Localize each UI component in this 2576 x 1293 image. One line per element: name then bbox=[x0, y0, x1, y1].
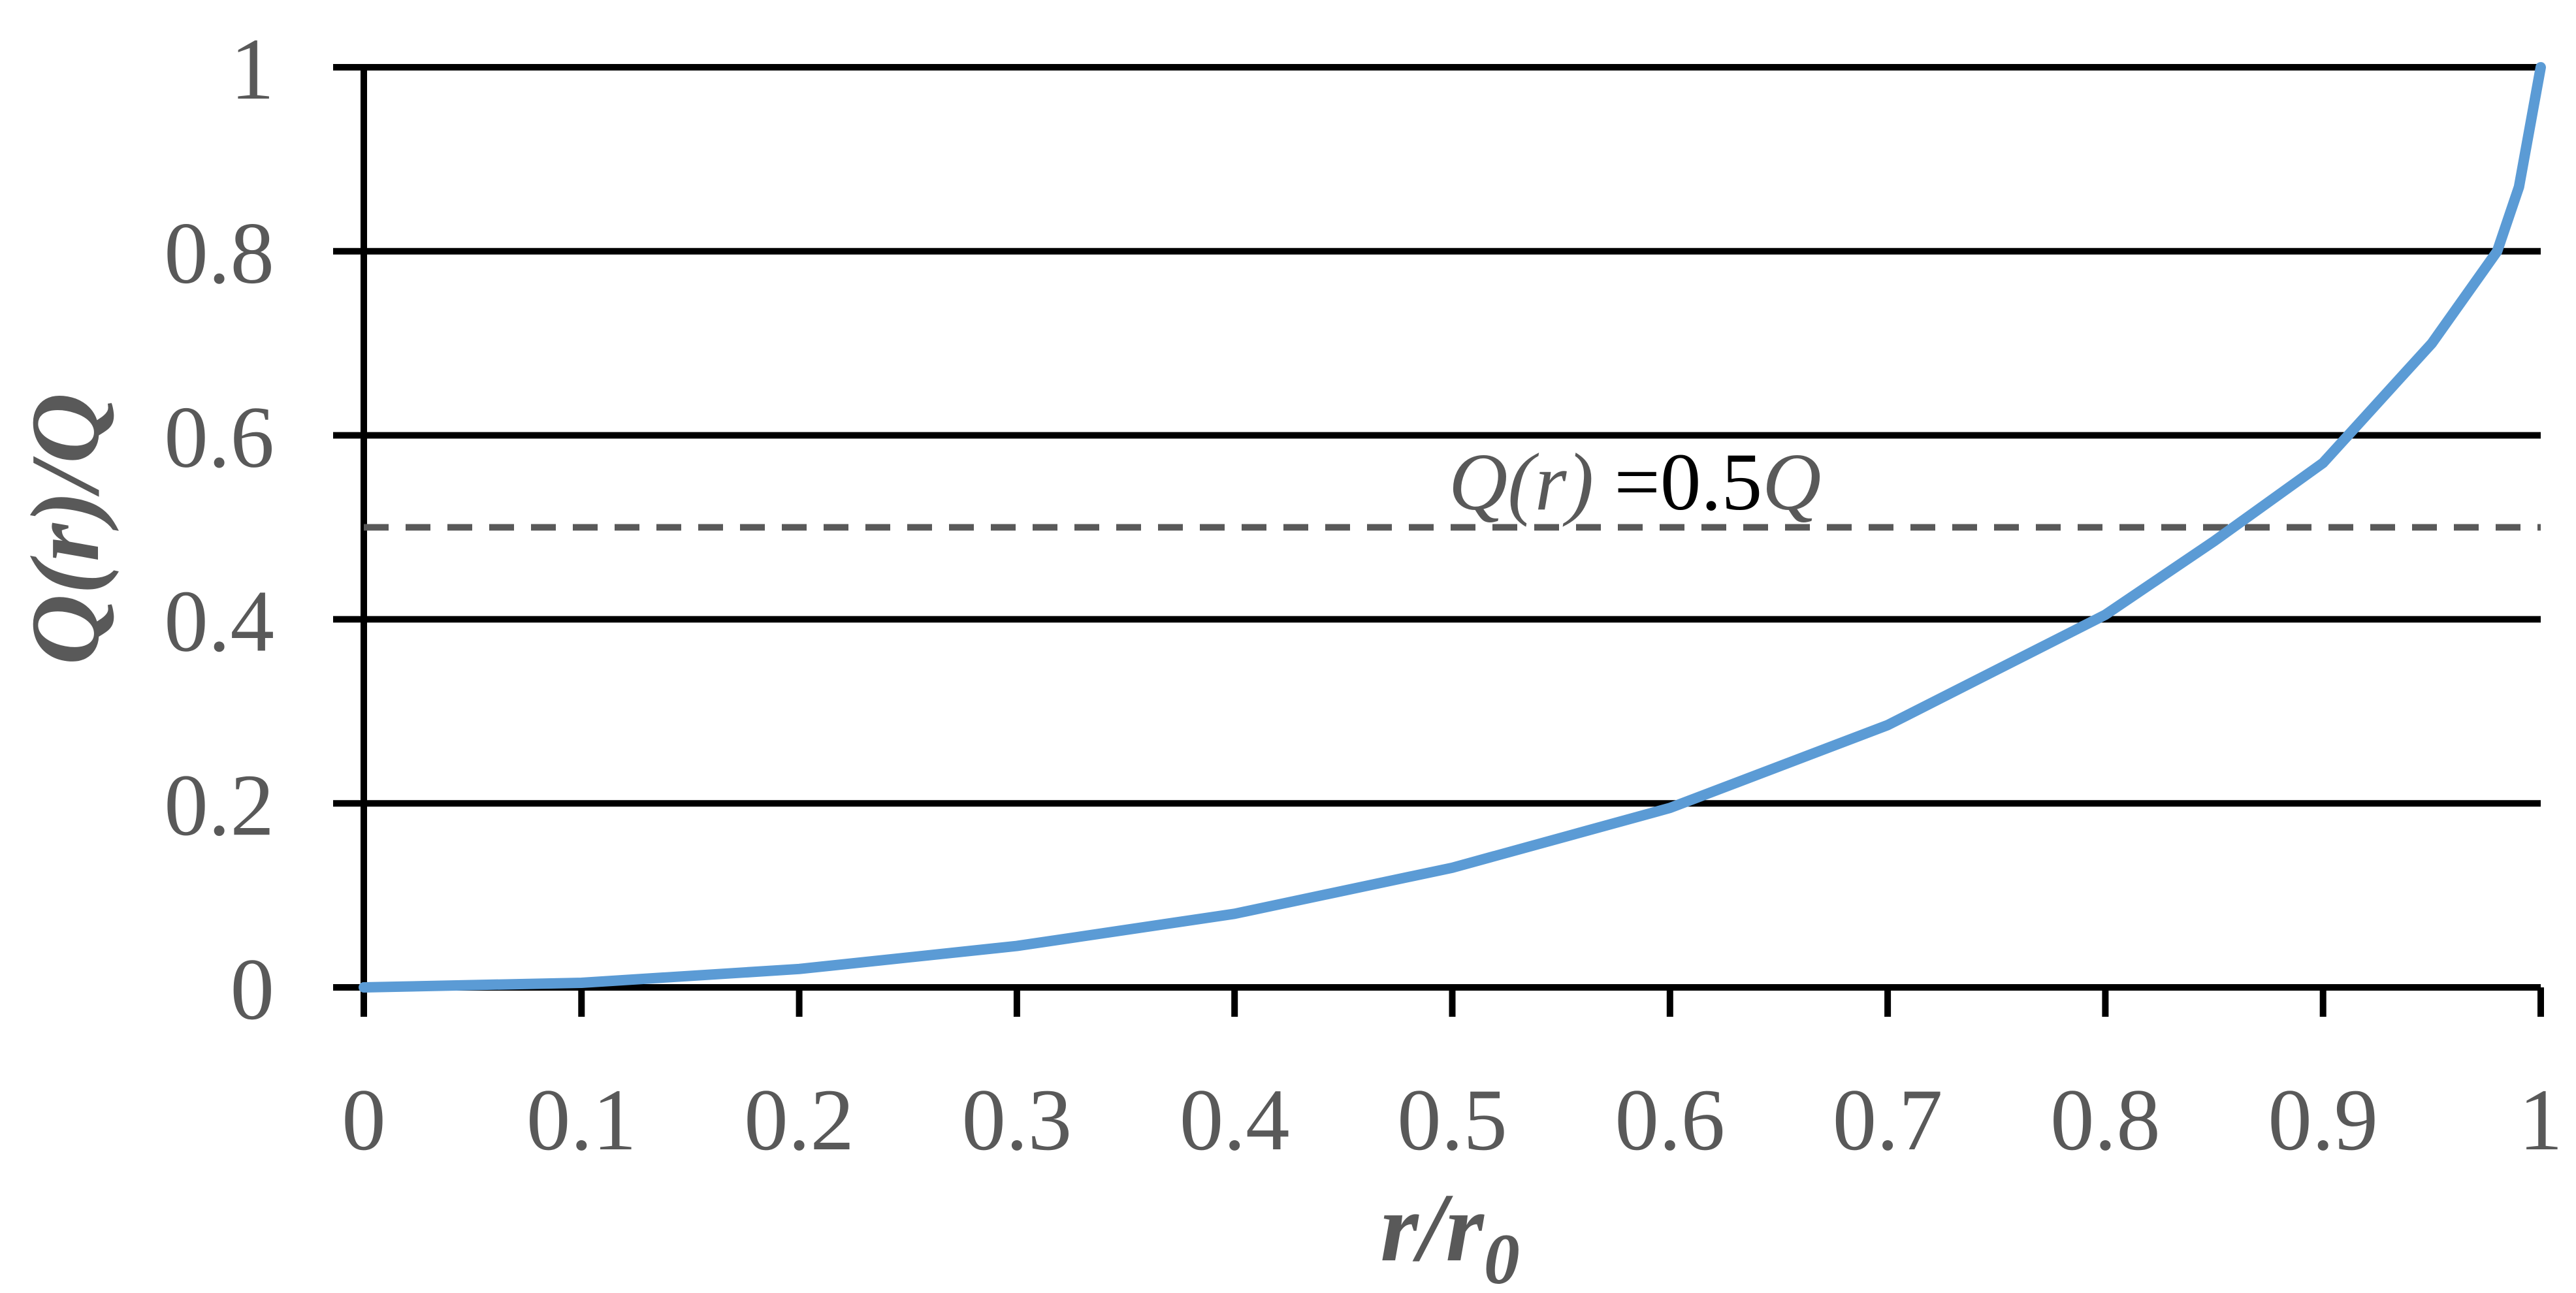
series-line bbox=[359, 62, 2546, 993]
x-tick-label: 0.7 bbox=[1833, 1072, 1943, 1169]
x-tick-label: 0.6 bbox=[1615, 1072, 1725, 1169]
x-tick-label: 0.4 bbox=[1180, 1072, 1290, 1169]
reference-line-label: Q(r) =0.5Q bbox=[1449, 438, 1821, 528]
y-tick-label: 0.6 bbox=[164, 389, 274, 487]
x-tick-label: 0.1 bbox=[526, 1072, 637, 1169]
ref-label-q-of-r: Q(r) bbox=[1449, 438, 1594, 528]
x-tick-label: 0.2 bbox=[744, 1072, 854, 1169]
x-tick-label: 0.9 bbox=[2268, 1072, 2378, 1169]
ref-label-value: =0.5 bbox=[1594, 438, 1762, 528]
y-tick-label: 0.2 bbox=[164, 757, 274, 854]
x-tick-label: 0 bbox=[342, 1072, 386, 1169]
x-axis-title-subscript: 0 bbox=[1484, 1219, 1520, 1293]
ref-label-q: Q bbox=[1762, 438, 1821, 528]
series-group bbox=[359, 62, 2546, 993]
y-tick-label: 0 bbox=[231, 941, 275, 1038]
y-tick-label: 1 bbox=[231, 21, 275, 118]
y-tick-label: 0.4 bbox=[164, 573, 274, 670]
y-tick-label: 0.8 bbox=[164, 205, 274, 302]
x-tick-label: 0.8 bbox=[2050, 1072, 2161, 1169]
x-tick-label: 0.5 bbox=[1397, 1072, 1507, 1169]
x-tick-label: 1 bbox=[2519, 1072, 2563, 1169]
horizontal-gridlines bbox=[333, 64, 2541, 991]
y-axis-title: Q(r)/Q bbox=[11, 393, 120, 665]
x-tick-label: 0.3 bbox=[962, 1072, 1072, 1169]
x-axis-title: r/r0 bbox=[1380, 1173, 1519, 1293]
x-axis-title-main: r/r bbox=[1380, 1173, 1485, 1282]
y-tick-labels: 0 0.2 0.4 0.6 0.8 1 bbox=[164, 21, 274, 1038]
x-tick-labels: 0 0.1 0.2 0.3 0.4 0.5 0.6 0.7 0.8 0.9 1 bbox=[342, 1072, 2563, 1169]
axes bbox=[361, 67, 2544, 1017]
